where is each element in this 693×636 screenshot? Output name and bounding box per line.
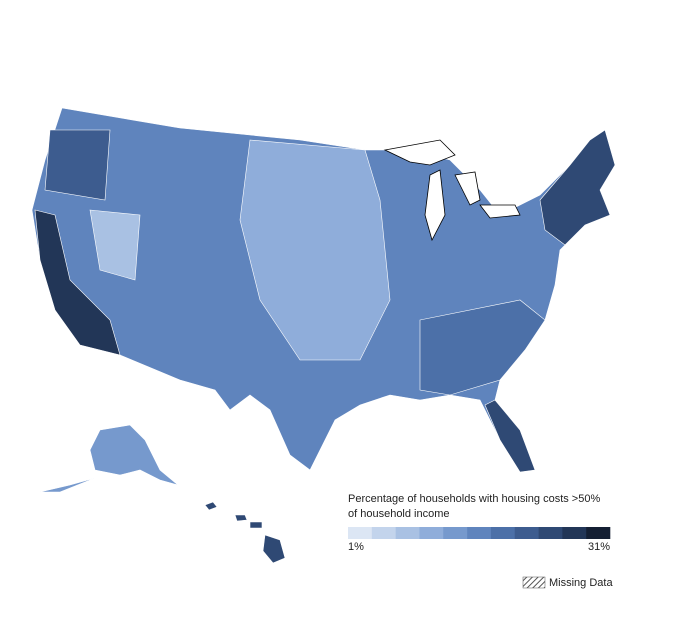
legend-scale bbox=[348, 527, 611, 539]
legend-swatch bbox=[348, 527, 373, 539]
great-lakes bbox=[383, 139, 521, 242]
missing-label: Missing Data bbox=[549, 577, 613, 589]
legend-min-label: 1% bbox=[348, 541, 364, 553]
legend-swatch bbox=[419, 527, 444, 539]
legend-swatch bbox=[586, 527, 611, 539]
legend-swatch bbox=[395, 527, 420, 539]
us-map bbox=[31, 107, 616, 564]
pacific-northwest bbox=[44, 129, 111, 201]
legend-swatch bbox=[371, 527, 396, 539]
legend-swatch bbox=[514, 527, 539, 539]
legend-max-label: 31% bbox=[588, 541, 610, 553]
legend-swatch bbox=[467, 527, 492, 539]
legend-swatch bbox=[562, 527, 587, 539]
missing-swatch bbox=[522, 576, 546, 589]
legend-swatch bbox=[443, 527, 468, 539]
alaska bbox=[39, 424, 179, 493]
california-coast bbox=[34, 209, 121, 356]
hawaii bbox=[204, 501, 286, 564]
legend-title: of household income bbox=[348, 508, 450, 520]
florida bbox=[484, 399, 536, 473]
southeast bbox=[419, 299, 546, 396]
legend-swatch bbox=[490, 527, 516, 539]
legend-title: Percentage of households with housing co… bbox=[348, 493, 600, 505]
northeast bbox=[539, 129, 616, 246]
great-basin bbox=[89, 209, 141, 281]
legend-swatch bbox=[538, 527, 563, 539]
plains-region bbox=[239, 139, 391, 361]
